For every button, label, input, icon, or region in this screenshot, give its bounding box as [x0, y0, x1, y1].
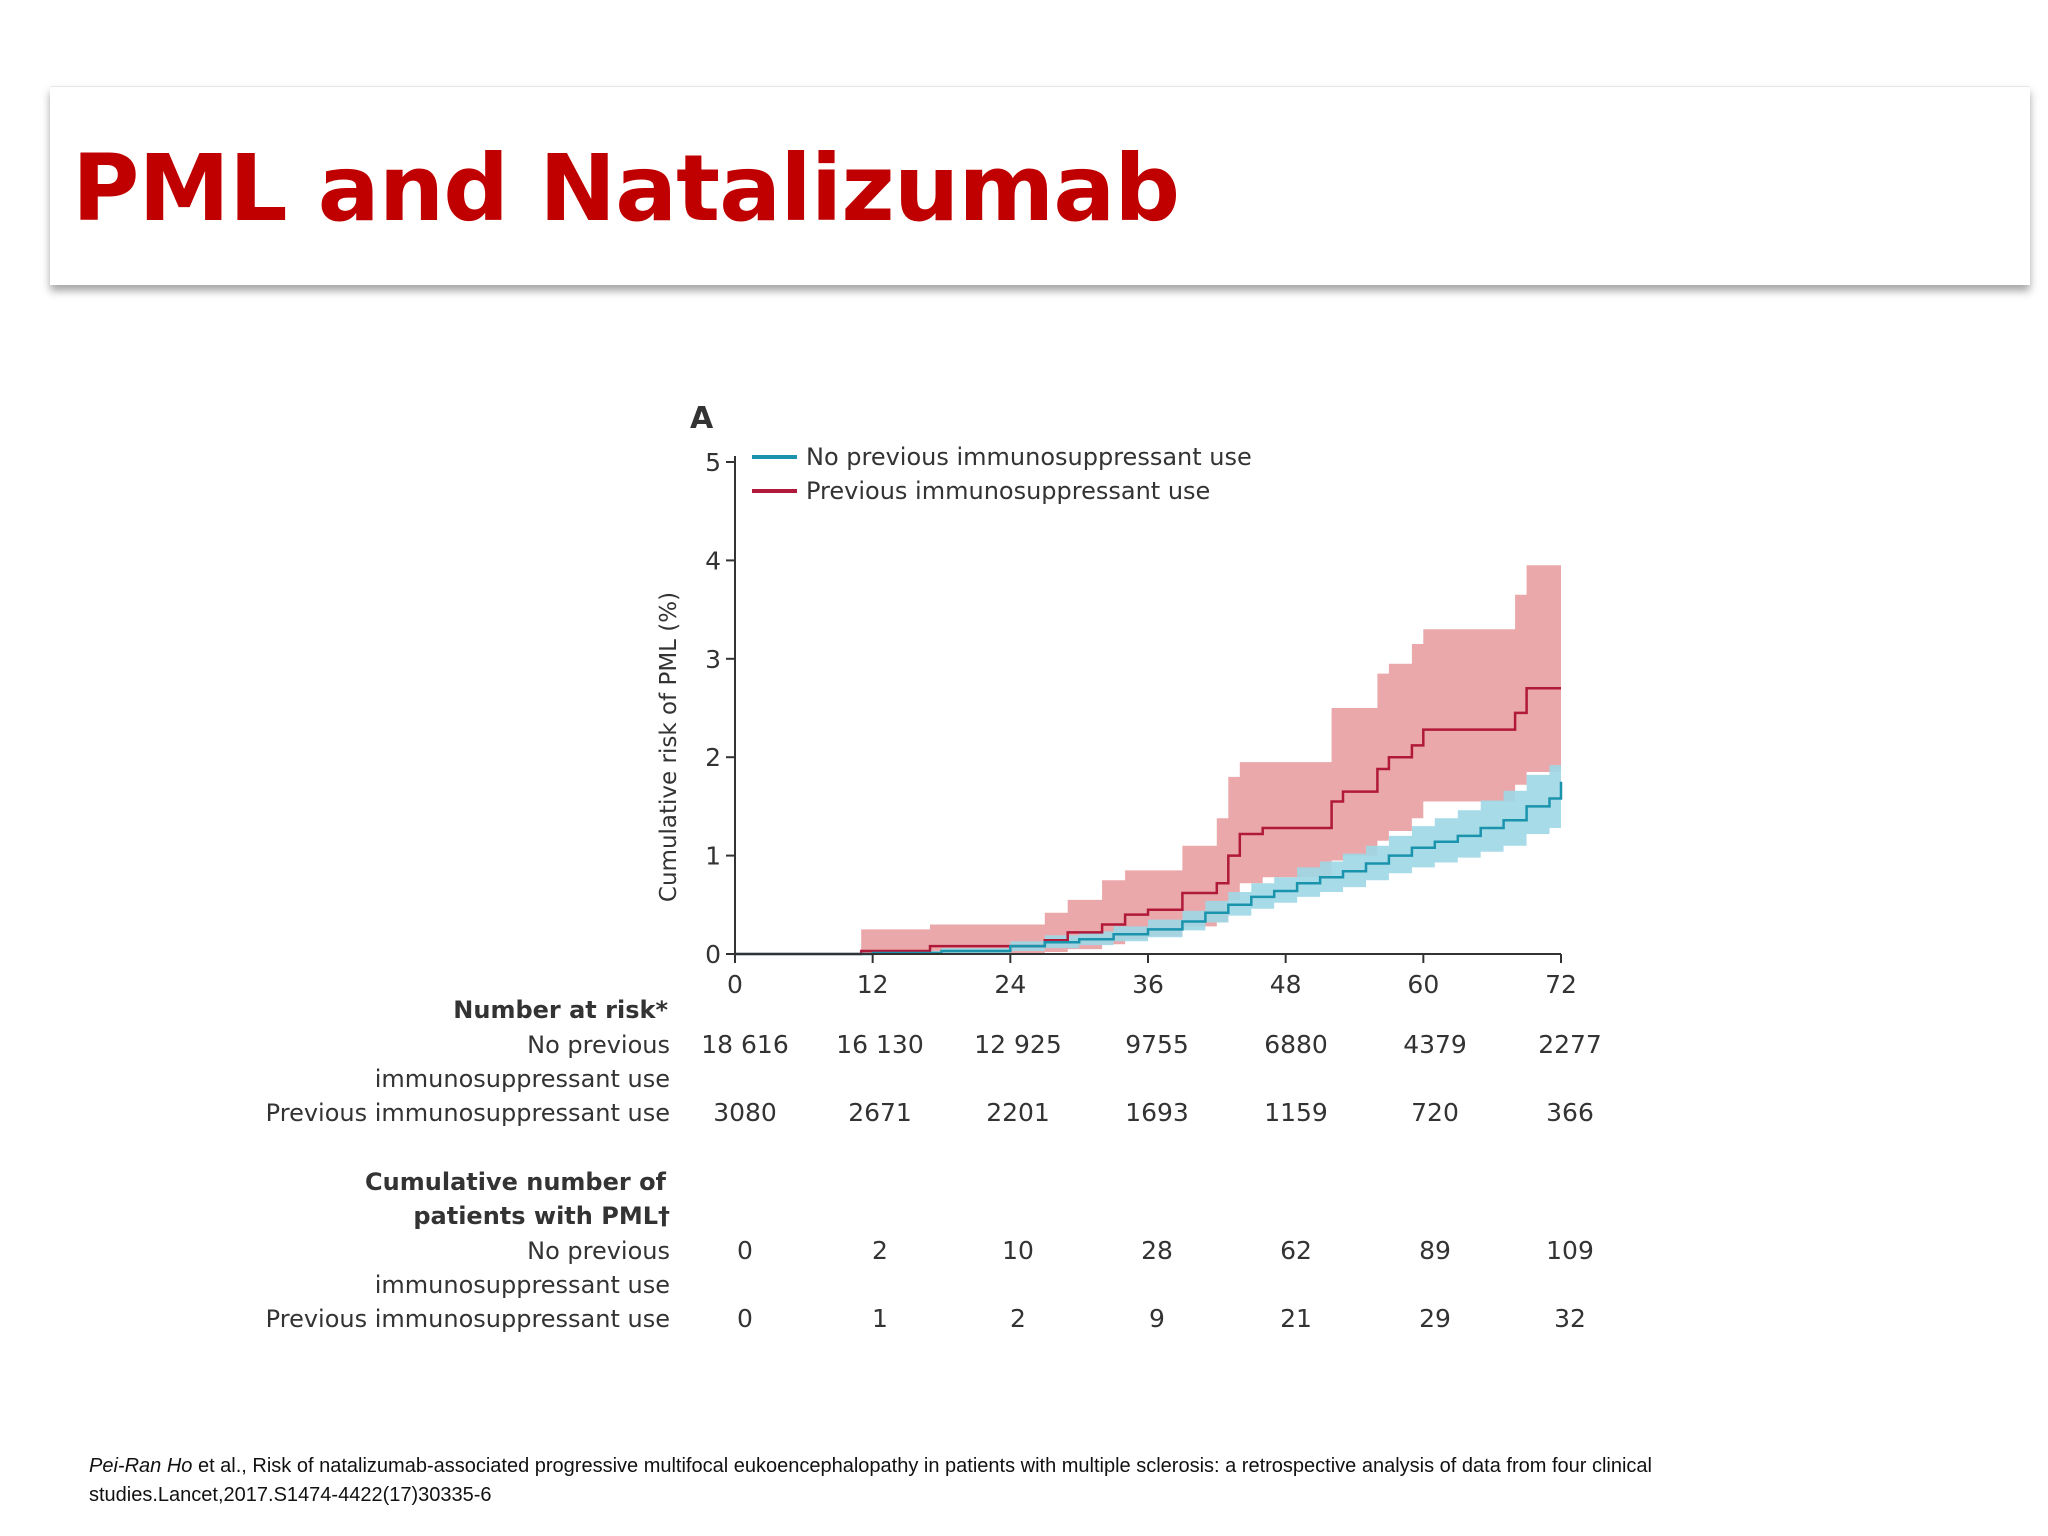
y-tick-label: 2 — [705, 743, 721, 772]
y-tick-label: 3 — [705, 645, 721, 674]
y-tick-label: 5 — [705, 448, 721, 477]
pml-value-no-prev: 109 — [1546, 1236, 1594, 1265]
risk-value-prev: 3080 — [713, 1098, 777, 1127]
risk-value-prev: 2201 — [986, 1098, 1050, 1127]
risk-table: Number at risk* No previous immunosuppre… — [266, 996, 1602, 1127]
pml-table-heading-line2: patients with PML† — [413, 1202, 670, 1230]
pml-value-no-prev: 10 — [1002, 1236, 1034, 1265]
pml-value-prev: 9 — [1149, 1304, 1165, 1333]
pml-row-2-label: Previous immunosuppressant use — [266, 1305, 670, 1333]
citation-author: Pei-Ran Ho — [89, 1455, 193, 1477]
pml-value-prev: 0 — [737, 1304, 753, 1333]
risk-value-no-prev: 9755 — [1125, 1030, 1189, 1059]
risk-value-prev: 366 — [1546, 1098, 1594, 1127]
risk-value-no-prev: 2277 — [1538, 1030, 1602, 1059]
risk-table-heading: Number at risk* — [453, 996, 668, 1024]
pml-table: Cumulative number of patients with PML† … — [266, 1168, 1594, 1333]
pml-value-no-prev: 62 — [1280, 1236, 1312, 1265]
panel-label: A — [690, 401, 714, 436]
x-tick-label: 48 — [1270, 970, 1302, 999]
x-tick-label: 60 — [1407, 970, 1439, 999]
pml-value-no-prev: 28 — [1141, 1236, 1173, 1265]
slide-title: PML and Natalizumab — [72, 135, 1180, 242]
line-no-prev — [735, 781, 1563, 956]
risk-row-1-label-line1: No previous — [527, 1031, 670, 1059]
x-tick-label: 12 — [857, 970, 889, 999]
risk-row-2-label: Previous immunosuppressant use — [266, 1099, 670, 1127]
risk-values: 18 616 16 130 12 925 9755 6880 4379 2277 3080 26… — [701, 1030, 1602, 1127]
citation-text: et al., Risk of natalizumab-associated p… — [89, 1455, 1652, 1506]
ci-band-prev — [735, 565, 1561, 954]
pml-value-prev: 32 — [1554, 1304, 1586, 1333]
pml-value-prev: 1 — [872, 1304, 888, 1333]
pml-value-prev: 29 — [1419, 1304, 1451, 1333]
risk-row-1-label-line2: immunosuppressant use — [375, 1065, 670, 1093]
pml-value-no-prev: 2 — [872, 1236, 888, 1265]
pml-value-no-prev: 89 — [1419, 1236, 1451, 1265]
y-tick-label: 4 — [705, 546, 721, 575]
legend: No previous immunosuppressant use Previo… — [752, 443, 1252, 505]
pml-table-heading-line1: Cumulative number of — [365, 1168, 667, 1196]
y-tick-label: 0 — [705, 940, 721, 969]
pml-value-prev: 21 — [1280, 1304, 1312, 1333]
confidence-bands — [735, 565, 1561, 954]
legend-label-no-prev: No previous immunosuppressant use — [806, 443, 1252, 471]
risk-value-no-prev: 4379 — [1403, 1030, 1467, 1059]
pml-row-1-label-line2: immunosuppressant use — [375, 1271, 670, 1299]
risk-value-prev: 2671 — [848, 1098, 912, 1127]
y-tick-label: 1 — [705, 842, 721, 871]
y-axis-label: Cumulative risk of PML (%) — [656, 592, 682, 902]
risk-value-prev: 720 — [1411, 1098, 1459, 1127]
risk-value-no-prev: 16 130 — [836, 1030, 923, 1059]
line-prev — [735, 687, 1561, 956]
risk-value-no-prev: 6880 — [1264, 1030, 1328, 1059]
x-tick-label: 72 — [1545, 970, 1577, 999]
citation: Pei-Ran Ho et al., Risk of natalizumab-a… — [89, 1452, 1789, 1510]
risk-value-no-prev: 18 616 — [701, 1030, 788, 1059]
title-bar: PML and Natalizumab — [50, 86, 2030, 285]
ci-band-no-prev — [735, 742, 1561, 954]
legend-label-prev: Previous immunosuppressant use — [806, 477, 1210, 505]
pml-value-no-prev: 0 — [737, 1236, 753, 1265]
series-lines — [735, 687, 1563, 956]
x-tick-label: 0 — [727, 970, 743, 999]
pml-value-prev: 2 — [1010, 1304, 1026, 1333]
risk-value-prev: 1159 — [1264, 1098, 1328, 1127]
risk-value-prev: 1693 — [1125, 1098, 1189, 1127]
pml-row-1-label-line1: No previous — [527, 1237, 670, 1265]
risk-value-no-prev: 12 925 — [974, 1030, 1061, 1059]
x-tick-label: 36 — [1132, 970, 1164, 999]
x-tick-label: 24 — [994, 970, 1026, 999]
